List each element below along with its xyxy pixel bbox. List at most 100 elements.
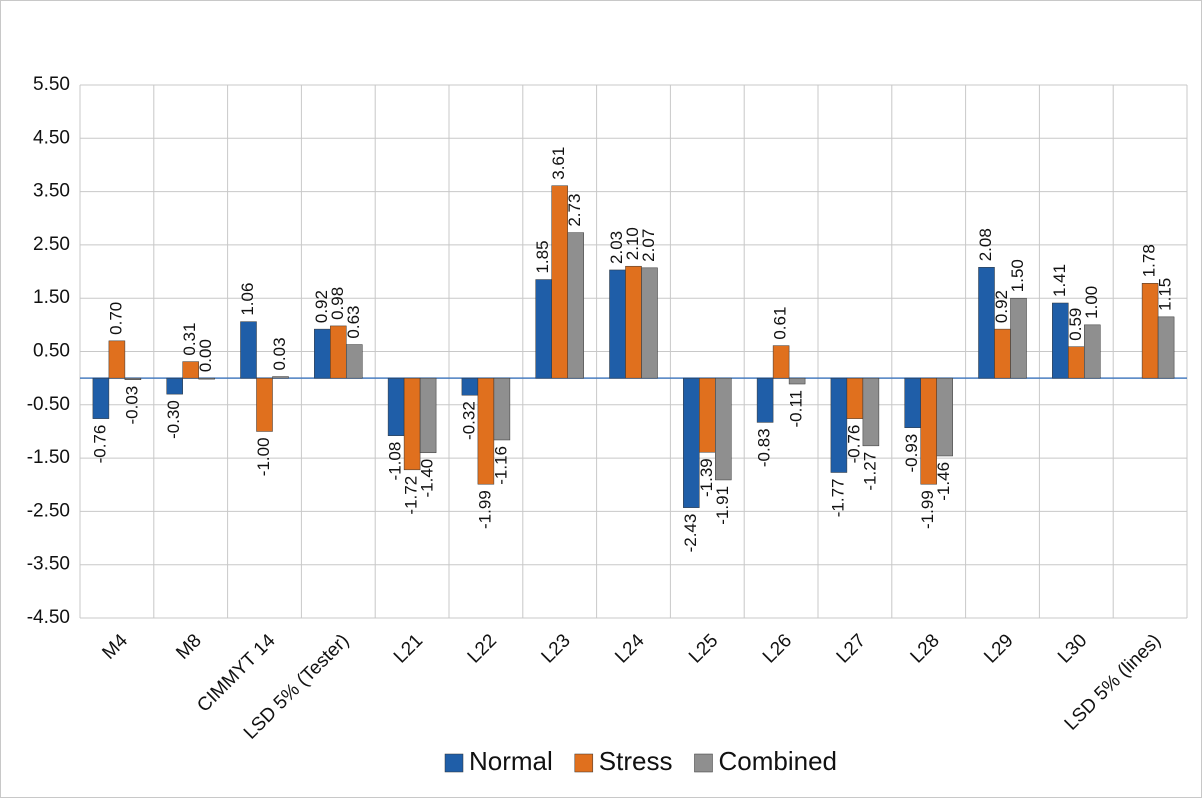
y-tick-label: 3.50 xyxy=(33,181,70,202)
value-label: -0.76 xyxy=(90,425,109,464)
value-label: 1.78 xyxy=(1140,244,1159,277)
y-tick-label: -4.50 xyxy=(27,607,70,628)
value-label: 1.00 xyxy=(1082,286,1101,319)
value-label: 0.92 xyxy=(312,290,331,323)
value-label: 2.03 xyxy=(607,231,626,264)
y-tick-label: 4.50 xyxy=(33,127,70,148)
value-label: -0.11 xyxy=(787,390,806,428)
value-label: -0.83 xyxy=(755,428,774,467)
value-label: -1.91 xyxy=(713,486,732,525)
value-label: -1.99 xyxy=(475,490,494,529)
value-label: 3.61 xyxy=(549,147,568,180)
legend-label: Combined xyxy=(718,746,837,776)
bar xyxy=(1084,324,1101,379)
value-label: 0.92 xyxy=(992,290,1011,323)
bar xyxy=(346,344,363,379)
value-label: -2.43 xyxy=(681,514,700,553)
value-label: -1.00 xyxy=(254,437,273,476)
value-label: 2.10 xyxy=(623,227,642,260)
value-label: -0.76 xyxy=(844,425,863,464)
bar xyxy=(272,376,289,379)
bar xyxy=(756,377,774,423)
legend-label: Stress xyxy=(599,746,673,776)
bar xyxy=(609,269,626,379)
bar xyxy=(403,377,421,471)
value-label: 0.63 xyxy=(344,305,363,338)
bar xyxy=(1010,297,1027,379)
value-label: 0.31 xyxy=(180,323,199,356)
value-label: -1.72 xyxy=(402,476,421,515)
bar xyxy=(625,265,642,379)
bar xyxy=(166,377,183,395)
bar xyxy=(182,361,199,379)
value-label: 2.73 xyxy=(565,194,584,227)
bar xyxy=(493,377,511,441)
y-tick-label: -2.50 xyxy=(27,500,70,521)
y-tick-label: 5.50 xyxy=(33,74,70,95)
y-tick-label: 1.50 xyxy=(33,287,70,308)
value-label: 0.70 xyxy=(106,302,125,335)
value-label: -1.39 xyxy=(697,458,716,497)
bar xyxy=(387,377,405,436)
value-label: 0.61 xyxy=(771,307,790,340)
value-label: 0.98 xyxy=(328,287,347,320)
value-label: 0.03 xyxy=(270,337,289,370)
bar xyxy=(904,377,921,428)
bar xyxy=(461,377,479,396)
y-tick-label: -1.50 xyxy=(27,447,70,468)
value-label: -1.99 xyxy=(918,490,937,529)
value-label: -1.77 xyxy=(828,478,847,517)
bar xyxy=(1052,302,1069,379)
bar xyxy=(314,328,331,379)
value-label: -1.16 xyxy=(491,446,510,485)
bar xyxy=(641,267,658,379)
legend-label: Normal xyxy=(469,746,553,776)
bar xyxy=(846,377,864,419)
value-label: 2.07 xyxy=(639,229,658,262)
bar xyxy=(198,377,215,380)
legend-swatch xyxy=(694,753,713,773)
value-label: 0.59 xyxy=(1066,308,1085,341)
value-label: 1.50 xyxy=(1008,259,1027,292)
value-label: -0.32 xyxy=(459,401,478,440)
bar xyxy=(240,321,257,379)
y-tick-label: 2.50 xyxy=(33,234,70,255)
bar xyxy=(772,345,790,379)
value-label: -1.40 xyxy=(418,459,437,498)
y-tick-label: -3.50 xyxy=(27,554,70,575)
value-label: -0.93 xyxy=(902,434,921,473)
bar xyxy=(936,377,953,457)
value-label: 1.85 xyxy=(533,240,552,273)
value-label: 1.06 xyxy=(238,283,257,316)
bar xyxy=(124,377,142,380)
value-label: -0.30 xyxy=(164,400,183,439)
value-label: 1.15 xyxy=(1156,278,1175,311)
bar xyxy=(862,377,880,447)
bar xyxy=(92,377,110,419)
bar xyxy=(978,267,995,379)
y-tick-label: 0.50 xyxy=(33,341,70,362)
bar xyxy=(994,328,1011,379)
bar xyxy=(1068,346,1085,379)
value-label: -0.03 xyxy=(122,386,141,425)
bar xyxy=(535,279,552,379)
bar xyxy=(788,377,806,385)
legend-swatch xyxy=(444,753,464,773)
bar xyxy=(699,377,716,453)
value-label: 1.41 xyxy=(1050,264,1069,297)
bar xyxy=(256,377,273,432)
bar xyxy=(715,377,732,481)
bar xyxy=(1157,316,1175,379)
legend-swatch xyxy=(574,753,594,773)
value-label: -1.08 xyxy=(386,442,405,481)
y-tick-label: -0.50 xyxy=(27,394,70,415)
bar xyxy=(419,377,437,454)
value-label: -1.27 xyxy=(860,452,879,491)
value-label: -1.46 xyxy=(934,462,953,501)
bar xyxy=(830,377,848,473)
bar xyxy=(567,232,584,379)
bar xyxy=(108,340,126,379)
value-label: 0.00 xyxy=(196,339,215,372)
